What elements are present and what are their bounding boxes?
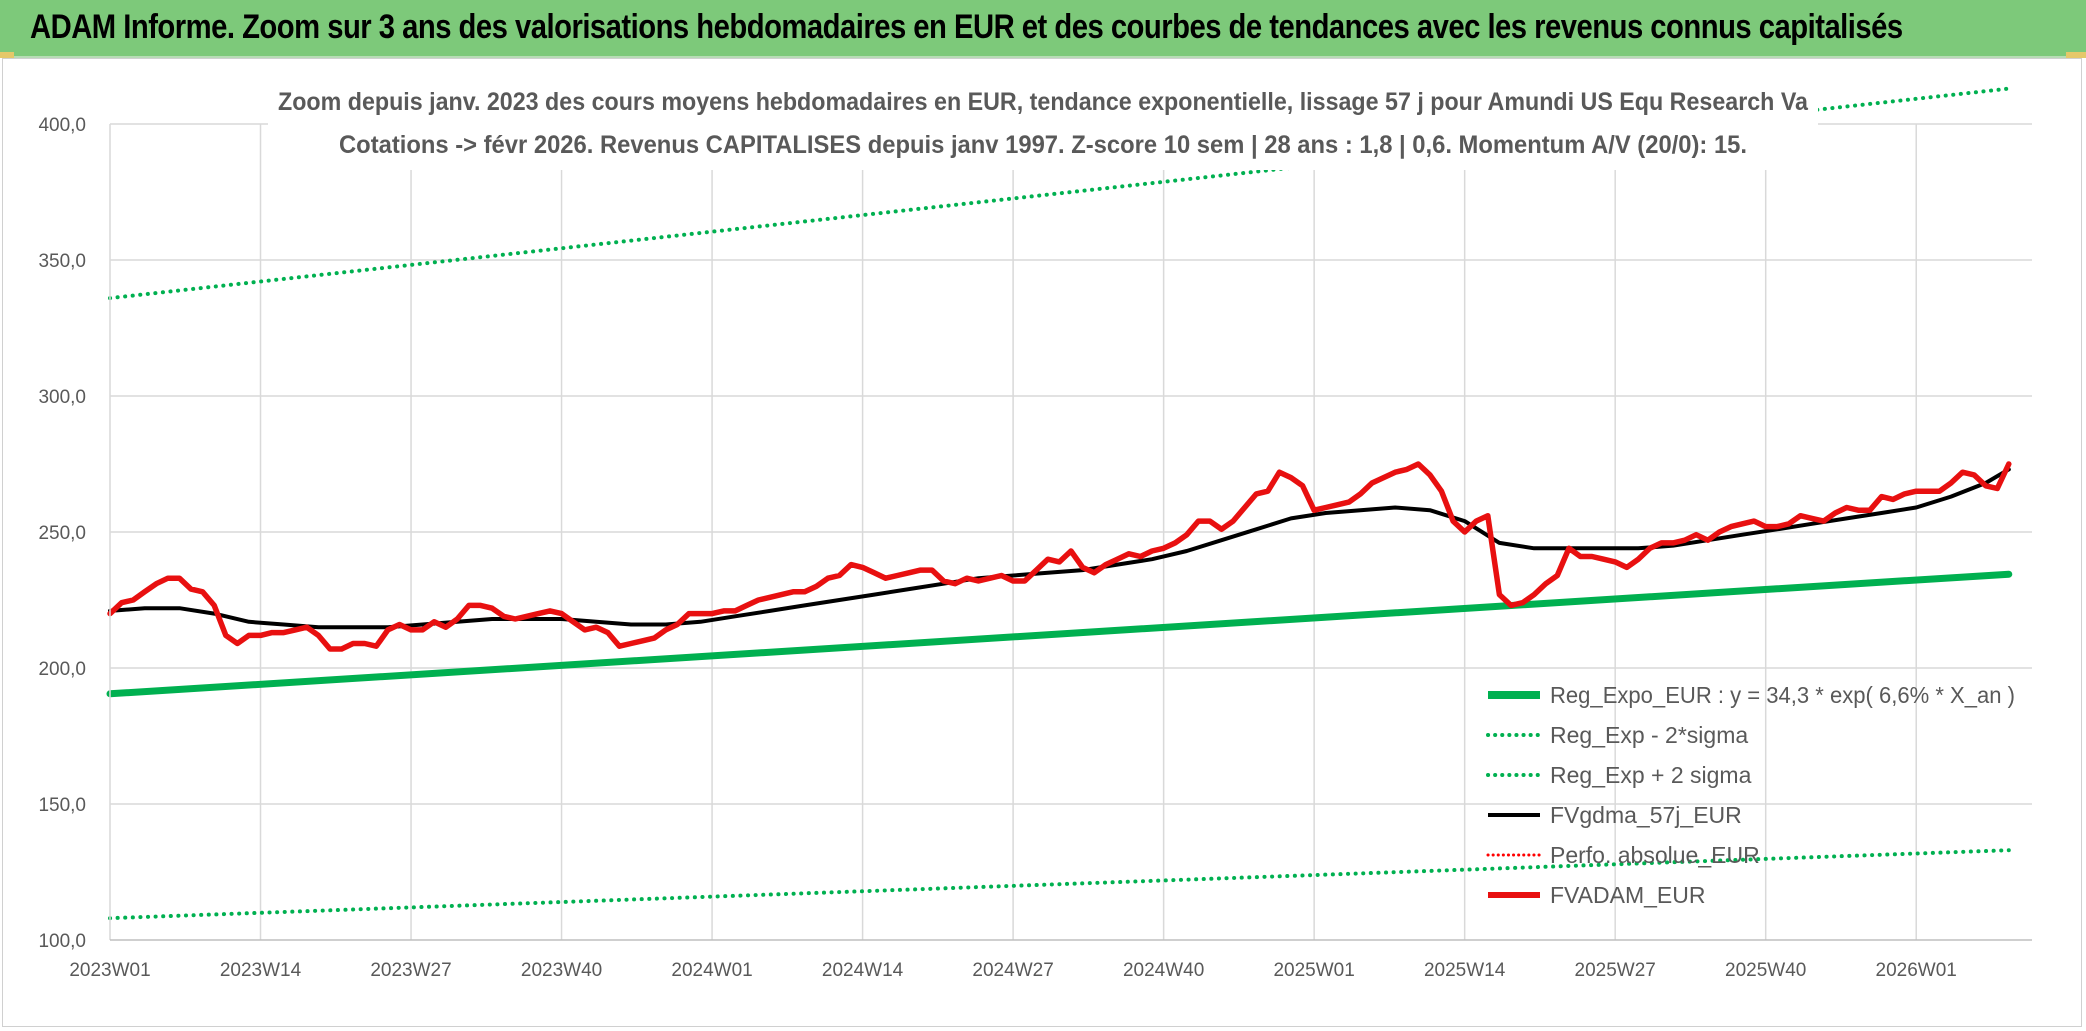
legend-label-reg-minus-2sigma: Reg_Exp - 2*sigma <box>1550 722 1748 748</box>
legend-item-reg-minus-2sigma: Reg_Exp - 2*sigma <box>1486 722 1748 748</box>
chart-title: Zoom depuis janv. 2023 des cours moyens … <box>268 80 1818 170</box>
x-tick-label: 2024W40 <box>1123 960 1204 981</box>
x-tick-label: 2025W01 <box>1273 960 1354 981</box>
x-tick-label: 2023W01 <box>69 960 150 981</box>
legend-label-perfo: Perfo. absolue_EUR <box>1550 842 1760 868</box>
y-tick-labels: 100,0 150,0 200,0 250,0 300,0 350,0 400,0 <box>38 115 86 952</box>
x-tick-label: 2023W27 <box>370 960 451 981</box>
x-tick-label: 2024W01 <box>671 960 752 981</box>
legend-label-fvadam: FVADAM_EUR <box>1550 882 1706 908</box>
header-accent-left <box>0 52 14 58</box>
y-tick-label: 100,0 <box>38 931 86 952</box>
series-reg-minus-2sigma-line <box>108 848 2011 921</box>
x-tick-label: 2025W40 <box>1725 960 1806 981</box>
y-tick-label: 400,0 <box>38 115 86 136</box>
legend-label-gdma: FVgdma_57j_EUR <box>1550 802 1742 828</box>
x-tick-label: 2023W40 <box>521 960 602 981</box>
legend-label-reg-expo: Reg_Expo_EUR : y = 34,3 * exp( 6,6% * X_… <box>1550 682 2015 708</box>
series-gdma-line <box>108 467 2011 630</box>
gridlines <box>110 123 2032 940</box>
y-tick-label: 200,0 <box>38 659 86 680</box>
chart-title-line-2: Cotations -> févr 2026. Revenus CAPITALI… <box>339 131 1747 159</box>
series-reg-expo-line <box>106 570 2013 698</box>
series-lines <box>106 86 2013 921</box>
header-accent-right <box>2066 52 2086 58</box>
x-tick-label: 2025W27 <box>1575 960 1656 981</box>
x-tick-label: 2025W14 <box>1424 960 1506 981</box>
x-tick-label: 2024W14 <box>822 960 904 981</box>
legend-item-fvadam: FVADAM_EUR <box>1488 882 1706 908</box>
series-fvadam-line <box>107 461 2012 652</box>
legend: Reg_Expo_EUR : y = 34,3 * exp( 6,6% * X_… <box>1486 682 2015 908</box>
legend-item-reg-plus-2sigma: Reg_Exp + 2 sigma <box>1486 762 1752 788</box>
legend-item-gdma: FVgdma_57j_EUR <box>1488 802 1742 828</box>
legend-item-reg-expo: Reg_Expo_EUR : y = 34,3 * exp( 6,6% * X_… <box>1488 682 2015 708</box>
y-tick-label: 350,0 <box>38 251 86 272</box>
x-tick-label: 2024W27 <box>972 960 1053 981</box>
x-tick-labels: 2023W01 2023W14 2023W27 2023W40 2024W01 2024W… <box>69 960 1957 981</box>
y-tick-label: 150,0 <box>38 795 86 816</box>
axes <box>109 124 2032 941</box>
x-tick-label: 2026W01 <box>1876 960 1957 981</box>
report-header-banner: ADAM Informe. Zoom sur 3 ans des valoris… <box>0 0 2086 58</box>
chart-title-line-1: Zoom depuis janv. 2023 des cours moyens … <box>278 88 1809 116</box>
chart-frame <box>2 58 2082 1027</box>
legend-label-reg-plus-2sigma: Reg_Exp + 2 sigma <box>1550 762 1752 788</box>
x-tick-label: 2023W14 <box>220 960 302 981</box>
chart-title-background <box>268 80 1818 170</box>
y-tick-label: 300,0 <box>38 387 86 408</box>
y-tick-label: 250,0 <box>38 523 86 544</box>
report-title: ADAM Informe. Zoom sur 3 ans des valoris… <box>30 8 1903 46</box>
series-reg-plus-2sigma-line <box>108 86 2011 301</box>
legend-item-perfo: Perfo. absolue_EUR <box>1486 842 1760 868</box>
